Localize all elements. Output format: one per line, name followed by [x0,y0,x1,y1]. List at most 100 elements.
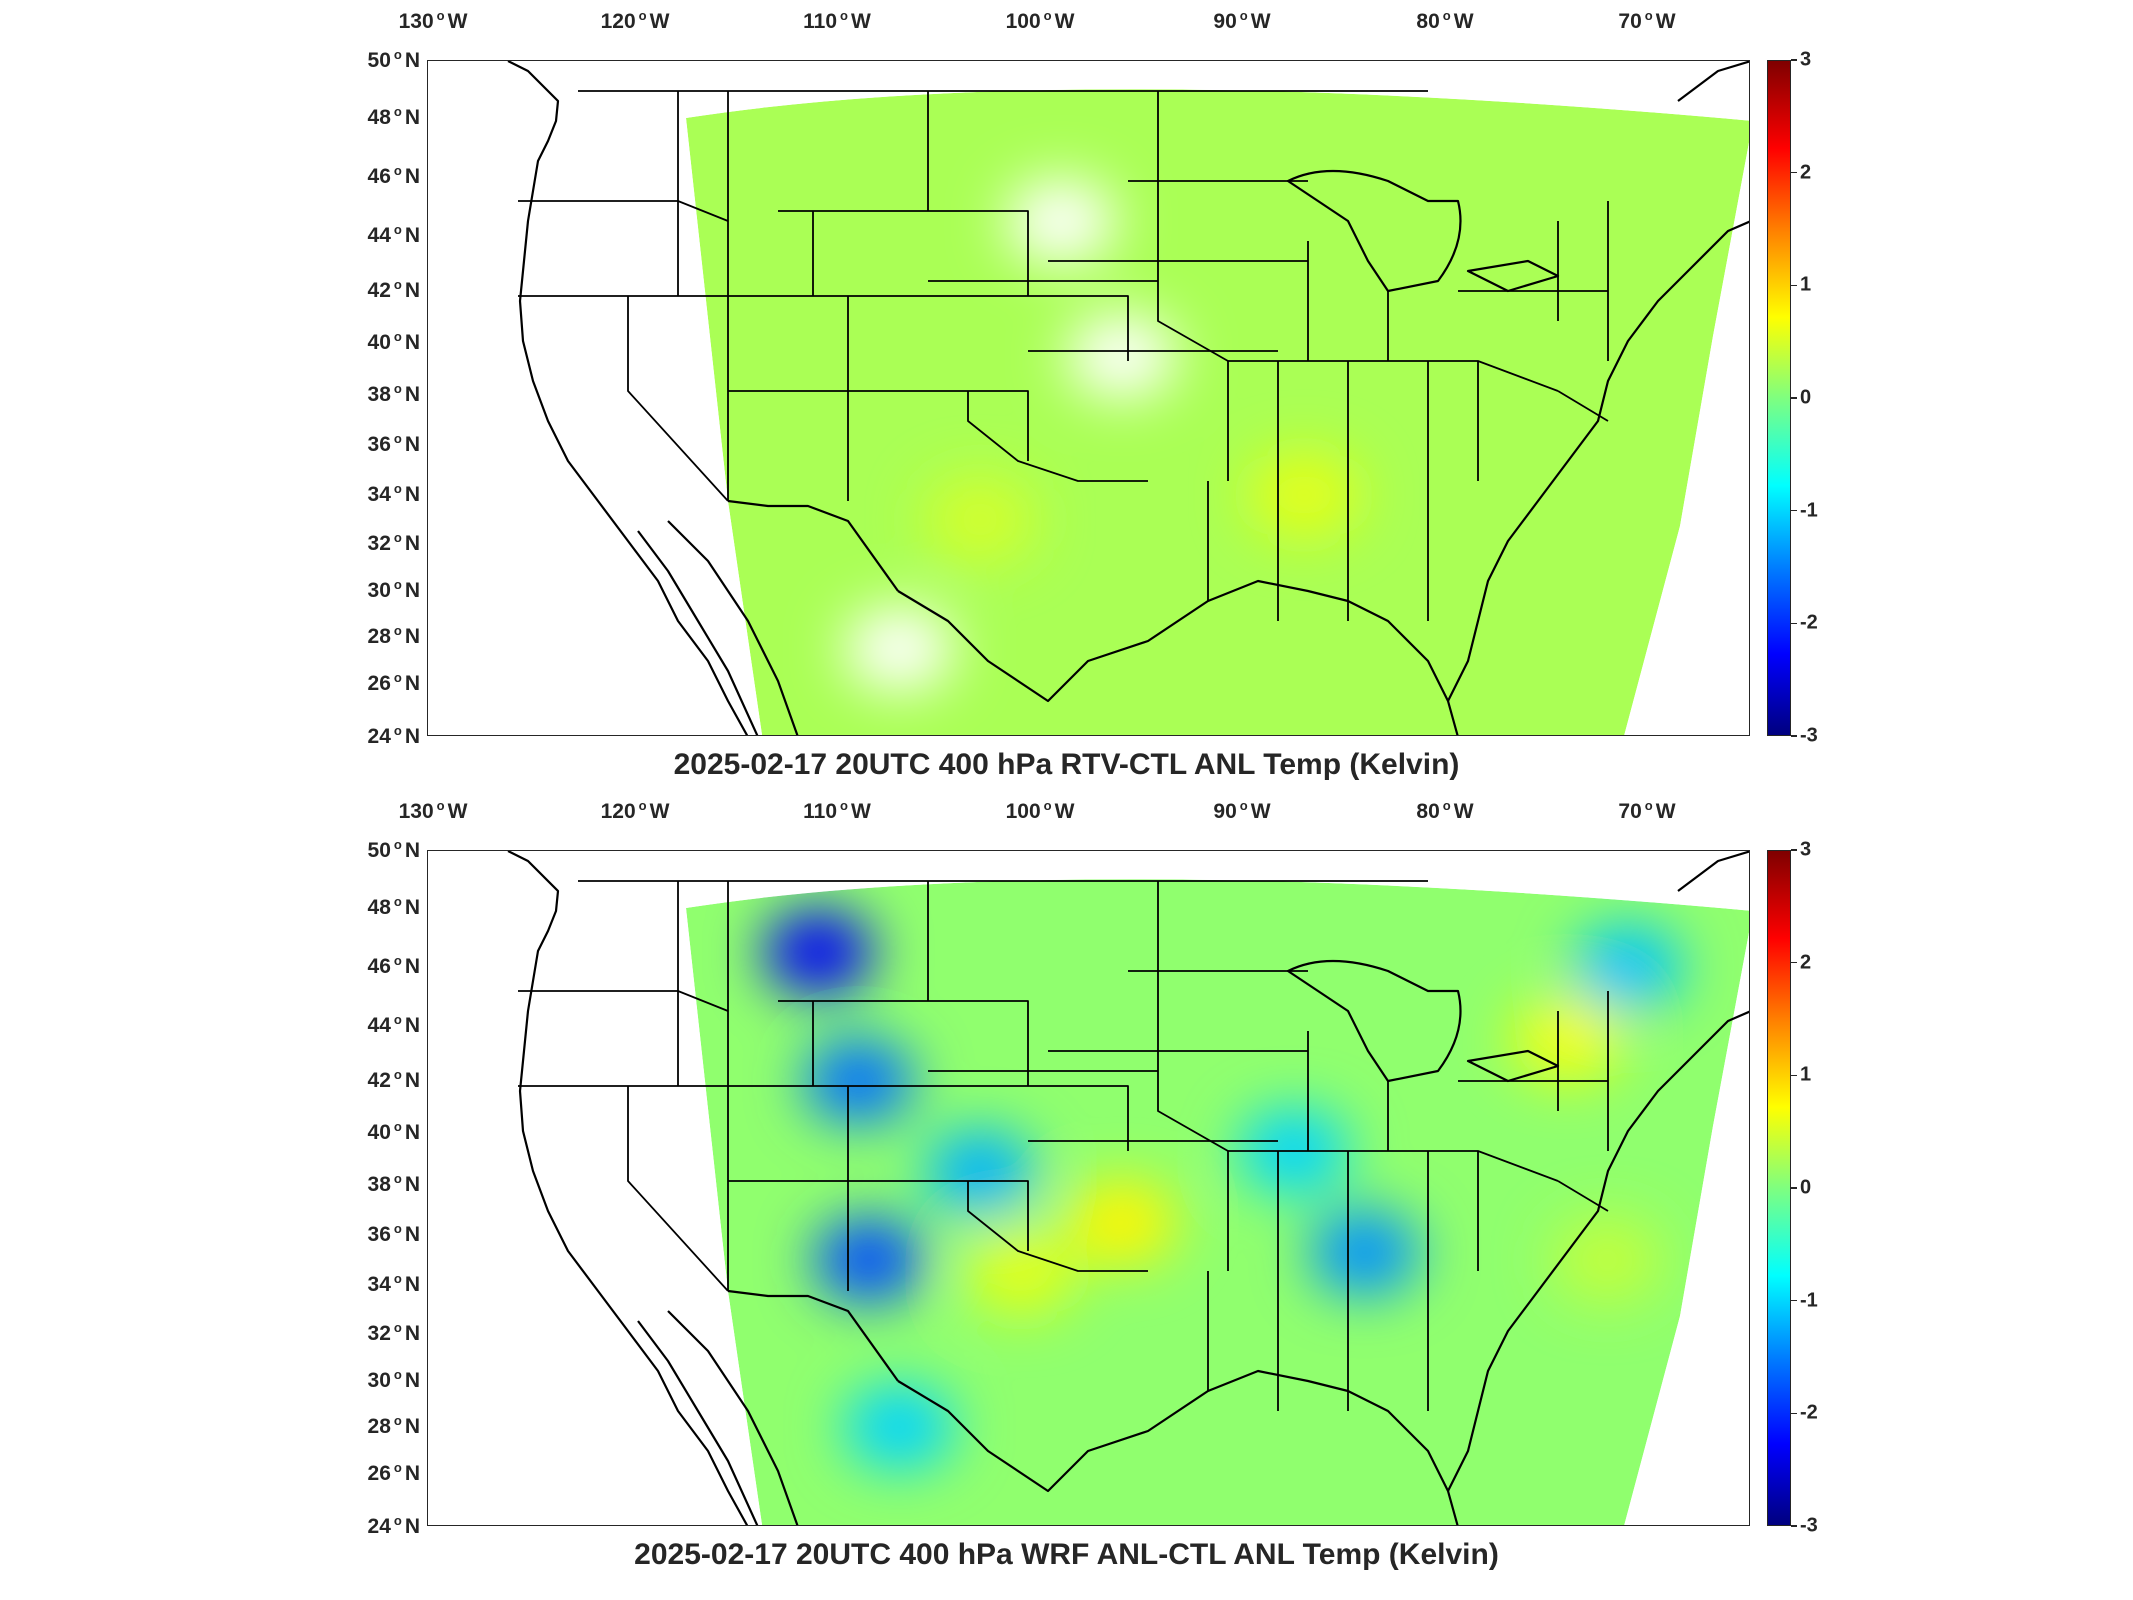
state-border [1157,881,1229,1271]
missing-data-patch [844,606,955,691]
colorbar-tick-mark [1791,284,1797,287]
anomaly-region [925,1130,1036,1214]
lat-tick-label: 28 o N [367,1413,420,1438]
anomaly-region [1066,1180,1177,1265]
coastline [727,499,899,592]
panel-title: 2025-02-17 20UTC 400 hPa RTV-CTL ANL Tem… [673,748,1460,781]
coastline [1286,169,1462,293]
colorbar-tick-label: 1 [1800,1063,1812,1086]
coastline [1677,851,1749,892]
anomaly-region [1511,997,1622,1082]
anomaly-region [965,1230,1076,1315]
missing-data-patch [1006,179,1117,264]
state-border [728,390,1029,461]
lon-tick-label: 130 o W [398,798,468,823]
colorbar-tick-label: 0 [1800,386,1812,409]
colorbar-tick-mark [1791,1074,1797,1077]
state-border [1157,91,1229,481]
analysis-domain-field [686,89,1749,735]
lon-tick-label: 100 o W [1005,8,1075,33]
lon-tick-label: 130 o W [398,8,468,33]
lon-tick-label: 120 o W [600,8,670,33]
lat-tick-label: 48 o N [367,104,420,129]
lat-tick-label: 44 o N [367,1012,420,1037]
colorbar-tick-label: 3 [1800,48,1812,71]
colorbar-tick-mark [1791,1299,1797,1302]
colorbar-tick-label: -3 [1800,1514,1818,1537]
coastline [1677,61,1749,102]
anomaly-region [1309,1210,1420,1295]
lat-tick-label: 26 o N [367,670,420,695]
anomaly-region [1572,925,1683,1009]
lon-tick-label: 70 o W [1618,8,1676,33]
lat-tick-label: 36 o N [367,431,420,456]
lat-tick-label: 34 o N [367,481,420,506]
colorbar-tick-mark [1791,171,1797,174]
state-border [848,295,1129,361]
anomaly-region [813,1218,924,1302]
temperature-difference-map [507,61,1749,735]
lat-tick-label: 36 o N [367,1221,420,1246]
lat-tick-label: 24 o N [367,723,420,748]
lat-tick-label: 26 o N [367,1460,420,1485]
map-panel-rtv-ctl: 130 o W 120 o W 110 o W 100 o W 90 o W 80 o W 70 o W 50 o N 48 o N… [367,8,1818,781]
colorbar-tick-mark [1791,735,1797,737]
coastline [897,579,1459,735]
lat-tick-label: 40 o N [367,1119,420,1144]
lat-tick-label: 32 o N [367,1320,420,1345]
anomaly-region [925,477,1036,562]
state-border [728,1180,1029,1251]
colorbar-tick-mark [1791,961,1797,964]
anomaly-region [844,1385,955,1469]
coastline [667,1310,799,1525]
lat-tick-label: 38 o N [367,1171,420,1196]
lon-tick-label: 80 o W [1416,798,1474,823]
lat-tick-label: 30 o N [367,1367,420,1392]
map-plot-area [427,850,1750,1526]
panel-title: 2025-02-17 20UTC 400 hPa WRF ANL-CTL ANL… [634,1538,1499,1571]
state-border [967,1181,1148,1272]
state-border [848,1085,1129,1151]
coastline [507,851,749,1525]
colorbar-tick-mark [1791,849,1797,851]
lat-tick-label: 42 o N [367,1067,420,1092]
coastline [637,530,759,735]
state-border [967,391,1148,482]
lat-tick-label: 46 o N [367,953,420,978]
lat-tick-label: 50 o N [367,47,420,72]
colorbar-tick-mark [1791,509,1797,512]
missing-data-patch [1066,314,1177,398]
colorbar-tick-label: 1 [1800,273,1812,296]
anomaly-region [803,1039,914,1123]
lon-tick-label: 90 o W [1213,8,1271,33]
lat-tick-label: 44 o N [367,222,420,247]
coastline [1447,220,1749,702]
lat-tick-label: 32 o N [367,530,420,555]
colorbar-tick-label: 2 [1800,951,1812,974]
colorbar-tick-mark [1791,1525,1797,1527]
map-panel-wrf-anl-ctl: 130 o W 120 o W 110 o W 100 o W 90 o W 80 o W 70 o W 50 o N 48 o N… [0,790,2133,1590]
coastline [1286,959,1462,1083]
lat-tick-label: 40 o N [367,329,420,354]
lat-tick-label: 42 o N [367,277,420,302]
lon-tick-label: 100 o W [1005,798,1075,823]
state-border [1557,1180,1609,1212]
lon-tick-label: 80 o W [1416,8,1474,33]
lat-tick-label: 28 o N [367,623,420,648]
state-border [1557,390,1609,422]
lon-tick-label: 90 o W [1213,798,1271,823]
colorbar-tick-label: -2 [1800,1401,1818,1424]
colorbar-tick-mark [1791,622,1797,625]
state-border [778,210,1029,296]
anomaly-region [763,910,874,995]
lat-tick-label: 24 o N [367,1513,420,1538]
coastline [507,61,749,735]
colorbar-tick-label: -3 [1800,724,1818,747]
lat-tick-label: 48 o N [367,894,420,919]
anomaly-region [1248,453,1359,537]
lon-tick-label: 120 o W [600,798,670,823]
lon-tick-label: 110 o W [803,8,871,33]
lat-tick-label: 38 o N [367,381,420,406]
colorbar-tick-label: 0 [1800,1176,1812,1199]
coastline [637,1320,759,1525]
